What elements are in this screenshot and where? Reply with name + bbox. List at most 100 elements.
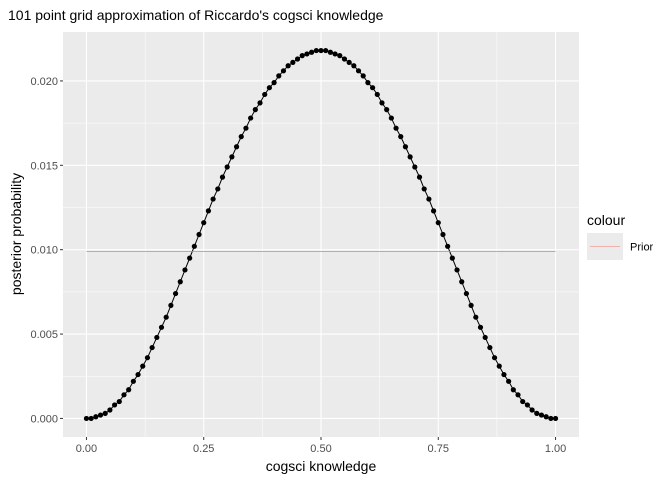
posterior-point — [172, 290, 179, 297]
y-axis-title: posterior probability — [8, 173, 24, 295]
posterior-point — [510, 387, 516, 393]
posterior-point — [445, 243, 451, 249]
posterior-point — [435, 220, 441, 226]
posterior-point — [290, 59, 296, 65]
posterior-point — [126, 387, 132, 393]
legend-label-prior: Prior — [630, 242, 654, 254]
posterior-point — [402, 144, 409, 150]
posterior-point — [430, 208, 437, 214]
y-tick-label: 0.015 — [30, 160, 58, 172]
posterior-point — [327, 49, 333, 55]
posterior-point — [318, 47, 324, 54]
posterior-point — [238, 134, 244, 140]
posterior-point — [463, 290, 470, 297]
posterior-point — [154, 334, 160, 341]
y-tick-label: 0.020 — [30, 76, 58, 88]
posterior-point — [538, 412, 545, 418]
y-tick-label: 0.010 — [30, 245, 58, 257]
posterior-point — [388, 115, 394, 121]
posterior-point — [393, 125, 399, 131]
posterior-point — [121, 392, 127, 398]
posterior-point — [163, 314, 169, 320]
posterior-point — [252, 107, 258, 113]
posterior-point — [191, 243, 197, 249]
posterior-point — [205, 208, 212, 214]
y-tick-label: 0.005 — [30, 329, 58, 341]
posterior-point — [112, 402, 118, 408]
x-axis: 0.00 0.25 0.50 0.75 1.00 — [76, 437, 566, 455]
posterior-point — [299, 53, 305, 59]
y-tick-label: 0.000 — [30, 413, 58, 425]
posterior-point — [487, 344, 493, 351]
x-tick-label: 0.25 — [193, 443, 214, 455]
posterior-point — [482, 334, 488, 341]
posterior-point — [379, 100, 385, 106]
posterior-point — [421, 186, 427, 192]
posterior-point — [135, 371, 141, 378]
posterior-point — [219, 174, 226, 180]
posterior-point — [459, 279, 465, 285]
posterior-point — [346, 59, 352, 65]
posterior-point — [520, 398, 526, 405]
x-axis-title: cogsci knowledge — [266, 458, 377, 474]
posterior-point — [449, 255, 455, 261]
posterior-point — [477, 324, 484, 330]
posterior-point — [454, 267, 460, 273]
posterior-point — [262, 91, 268, 98]
posterior-point — [177, 279, 183, 285]
x-tick-label: 1.00 — [545, 443, 566, 455]
posterior-point — [515, 392, 521, 398]
posterior-point — [196, 231, 202, 238]
posterior-point — [285, 63, 291, 69]
posterior-point — [548, 415, 554, 422]
posterior-point — [102, 410, 108, 416]
posterior-point — [529, 407, 535, 413]
posterior-point — [130, 378, 136, 384]
posterior-point — [93, 414, 99, 420]
posterior-point — [360, 73, 366, 79]
posterior-point — [107, 407, 113, 413]
posterior-point — [224, 164, 230, 170]
posterior-point — [355, 68, 362, 74]
x-tick-label: 0.00 — [76, 443, 97, 455]
posterior-point — [187, 255, 193, 261]
posterior-point — [534, 410, 540, 416]
posterior-point — [271, 80, 277, 86]
posterior-point — [506, 378, 512, 384]
posterior-point — [543, 414, 549, 420]
x-tick-label: 0.50 — [310, 443, 331, 455]
posterior-point — [365, 80, 371, 86]
posterior-point — [168, 302, 174, 308]
posterior-point — [407, 154, 413, 160]
posterior-point — [426, 196, 432, 202]
posterior-point — [215, 186, 221, 192]
posterior-point — [332, 51, 338, 57]
posterior-point — [276, 73, 282, 79]
posterior-point — [337, 53, 343, 59]
posterior-point — [248, 115, 254, 121]
y-axis: 0.000 0.005 0.010 0.015 0.020 — [30, 76, 63, 425]
posterior-point — [88, 415, 94, 422]
chart-title: 101 point grid approximation of Riccardo… — [8, 7, 384, 23]
posterior-point — [416, 174, 423, 180]
posterior-point — [243, 125, 249, 131]
posterior-point — [210, 196, 216, 202]
posterior-point — [83, 415, 90, 422]
posterior-point — [266, 85, 272, 91]
posterior-point — [97, 412, 104, 418]
posterior-point — [552, 415, 559, 422]
posterior-point — [412, 164, 418, 170]
posterior-point — [524, 402, 531, 408]
posterior-point — [149, 344, 155, 351]
posterior-point — [370, 85, 376, 91]
posterior-point — [384, 107, 390, 113]
posterior-point — [229, 154, 235, 160]
legend: colour Prior — [587, 212, 654, 260]
posterior-point — [491, 355, 498, 361]
posterior-point — [496, 363, 502, 369]
posterior-point — [116, 398, 122, 405]
legend-title: colour — [587, 212, 625, 228]
posterior-point — [341, 56, 348, 62]
posterior-point — [398, 134, 404, 140]
